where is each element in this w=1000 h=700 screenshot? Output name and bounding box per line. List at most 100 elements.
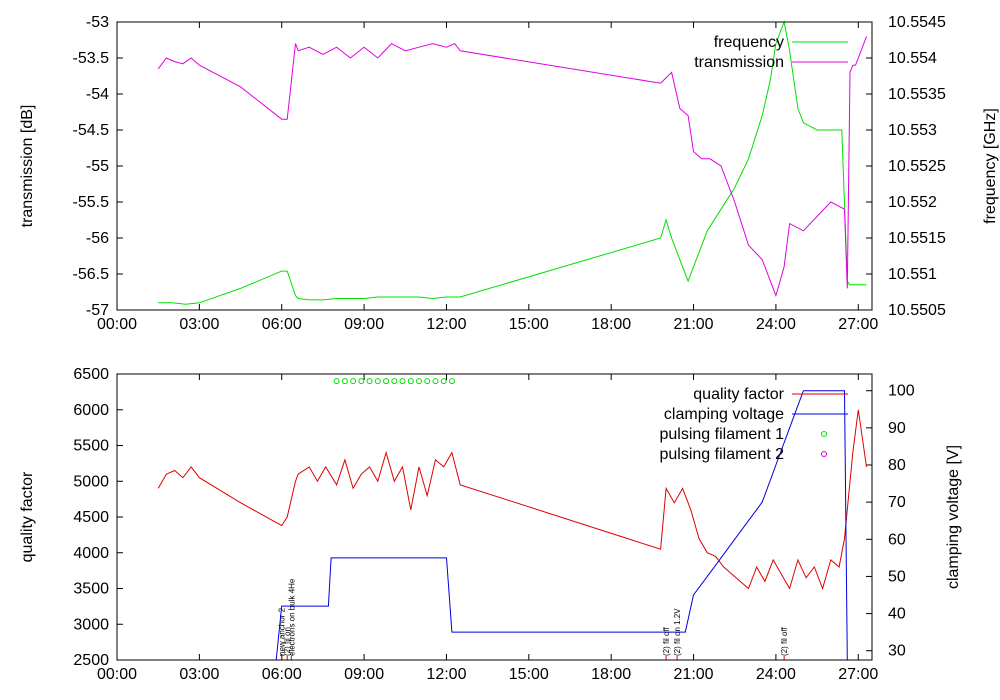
bottom-series-lines: [157, 378, 867, 660]
y-tick-label: 2500: [73, 652, 109, 669]
x-tick-label: 15:00: [509, 316, 549, 333]
point-pulsing-filament-1: [416, 378, 422, 385]
y2-tick-label: 10.552: [888, 194, 937, 211]
x-tick-label: 27:00: [838, 316, 878, 333]
y-tick-label: -55.5: [73, 194, 110, 211]
y2-tick-label: 70: [888, 494, 906, 511]
x-tick-label: 15:00: [509, 666, 549, 683]
bottom-plot-frame: [116, 373, 873, 661]
y-tick-label: -56.5: [73, 266, 110, 283]
bottom-tick-labels: 00:00 03:00 06:00 09:00 12:00 15:00 18:00 21:00…: [73, 366, 914, 683]
legend-label: pulsing filament 1: [659, 426, 784, 443]
legend-label: clamping voltage: [664, 406, 784, 423]
x-tick-label: 00:00: [97, 666, 137, 683]
y2-tick-label: 60: [888, 531, 906, 548]
top-legend: frequency transmission: [694, 34, 848, 71]
x-tick-label: 03:00: [179, 316, 219, 333]
point-pulsing-filament-1: [432, 378, 439, 385]
annotation-label: new anchor 2: [278, 607, 287, 656]
x-tick-label: 03:00: [179, 666, 219, 683]
y-tick-label: 3500: [73, 581, 109, 598]
point-pulsing-filament-1: [358, 378, 365, 385]
annotation-label: electrons on bulk 4He: [287, 578, 296, 656]
transmission-frequency-panel: 00:00 03:00 06:00 09:00 12:00 15:00 18:00 21:00…: [19, 14, 999, 333]
top-series-lines: [157, 20, 867, 305]
point-pulsing-filament-1: [333, 378, 340, 385]
y-tick-label: 6000: [73, 402, 109, 419]
y-tick-label: -55: [86, 158, 109, 175]
y2-tick-label: 100: [888, 383, 915, 400]
bottom-y-axis-label: quality factor: [19, 471, 36, 562]
x-tick-label: 00:00: [97, 316, 137, 333]
x-tick-label: 18:00: [591, 316, 631, 333]
x-tick-label: 21:00: [674, 316, 714, 333]
y-tick-label: 5000: [73, 473, 109, 490]
y-tick-label: 4500: [73, 509, 109, 526]
x-tick-label: 18:00: [591, 666, 631, 683]
y-tick-label: -53: [86, 14, 109, 31]
legend-marker: [821, 451, 827, 457]
top-plot-frame: [116, 21, 873, 311]
x-tick-label: 06:00: [262, 316, 302, 333]
top-y2-axis-label: frequency [GHz]: [982, 108, 999, 224]
y2-tick-label: 10.5535: [888, 86, 946, 103]
y2-tick-label: 10.5515: [888, 230, 946, 247]
legend-marker: [821, 431, 827, 437]
y-tick-label: 4000: [73, 545, 109, 562]
bottom-y2-axis-label: clamping voltage [V]: [945, 445, 962, 589]
y-tick-label: -54.5: [73, 122, 110, 139]
x-tick-label: 06:00: [262, 666, 302, 683]
legend-label: quality factor: [693, 386, 784, 403]
annotation-label: (2) fil on: [283, 627, 292, 656]
y2-tick-label: 10.5505: [888, 302, 946, 319]
line-transmission: [157, 36, 867, 298]
point-pulsing-filament-1: [341, 378, 348, 385]
annotation-label: (2) fil off: [662, 626, 671, 656]
point-pulsing-filament-1: [383, 378, 390, 385]
x-tick-label: 12:00: [426, 316, 466, 333]
y2-tick-label: 90: [888, 420, 906, 437]
x-tick-label: 27:00: [838, 666, 878, 683]
point-pulsing-filament-1: [366, 378, 373, 385]
line-clamping-voltage: [275, 390, 848, 660]
legend-label: pulsing filament 2: [659, 446, 784, 463]
annotation-label: (2) fil off: [780, 626, 789, 656]
y-tick-label: -53.5: [73, 50, 110, 67]
y-tick-label: 3000: [73, 616, 109, 633]
line-quality-factor: [157, 409, 867, 591]
point-pulsing-filament-1: [407, 378, 414, 385]
x-tick-label: 24:00: [756, 316, 796, 333]
y2-tick-label: 10.553: [888, 122, 937, 139]
y-tick-label: 5500: [73, 438, 109, 455]
x-tick-label: 24:00: [756, 666, 796, 683]
point-pulsing-filament-1: [350, 378, 357, 385]
y-tick-label: -54: [86, 86, 109, 103]
y-tick-label: 6500: [73, 366, 109, 383]
y2-tick-label: 30: [888, 643, 906, 660]
y2-tick-label: 50: [888, 568, 906, 585]
bottom-legend: quality factor clamping voltage pulsing fi…: [659, 386, 848, 463]
x-tick-label: 12:00: [426, 666, 466, 683]
y2-tick-label: 10.5545: [888, 14, 946, 31]
x-tick-label: 09:00: [344, 666, 384, 683]
legend-label: frequency: [714, 34, 784, 51]
y2-tick-label: 40: [888, 606, 906, 623]
point-pulsing-filament-1: [391, 378, 398, 385]
point-pulsing-filament-1: [424, 378, 431, 385]
point-pulsing-filament-1: [399, 378, 406, 385]
point-pulsing-filament-1: [440, 378, 447, 385]
top-tick-labels: 00:00 03:00 06:00 09:00 12:00 15:00 18:00 21:00…: [73, 14, 946, 333]
y2-tick-label: 10.5525: [888, 158, 946, 175]
x-tick-label: 21:00: [674, 666, 714, 683]
point-pulsing-filament-1: [374, 378, 381, 385]
y-tick-label: -57: [86, 302, 109, 319]
y2-tick-label: 80: [888, 457, 906, 474]
y2-tick-label: 10.554: [888, 50, 937, 67]
point-pulsing-filament-1: [448, 378, 455, 385]
top-y-axis-label: transmission [dB]: [19, 105, 36, 228]
y2-tick-label: 10.551: [888, 266, 937, 283]
y-tick-label: -56: [86, 230, 109, 247]
